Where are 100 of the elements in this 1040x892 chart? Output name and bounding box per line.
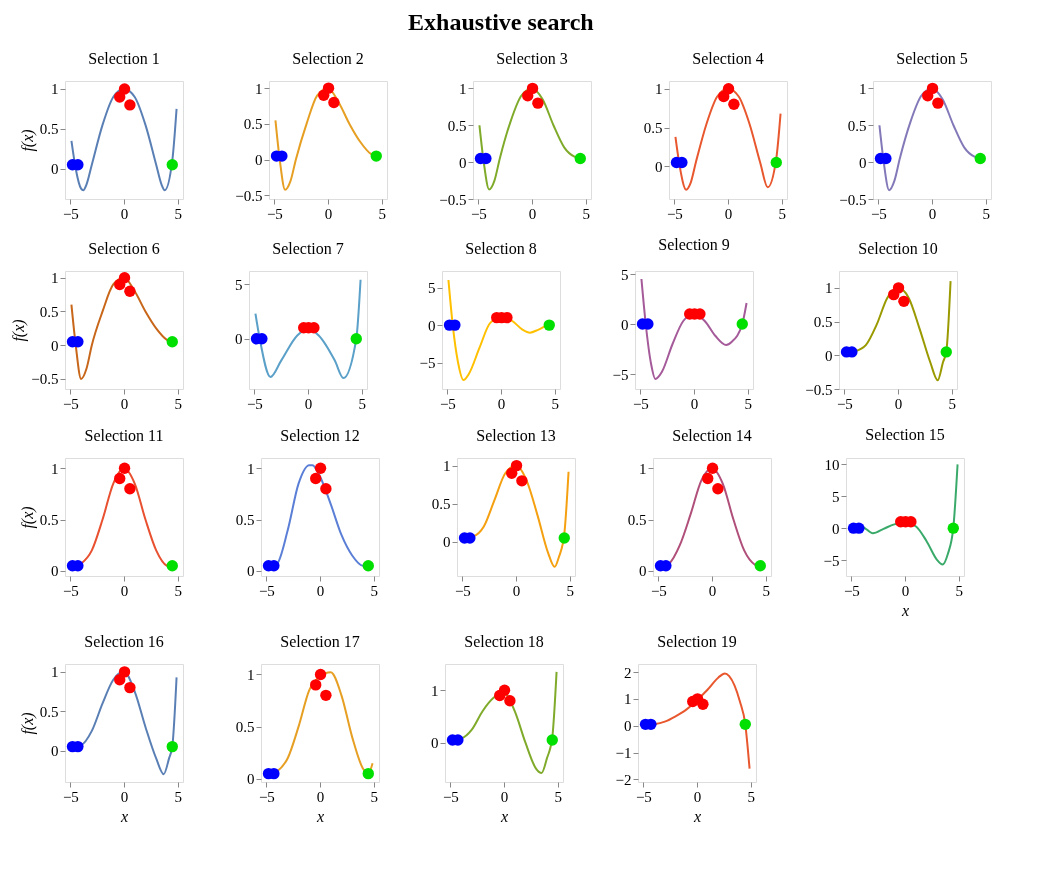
x-tick-label: 5 (554, 788, 562, 805)
chart-title: Selection 11 (84, 427, 164, 444)
point (532, 97, 544, 109)
y-tick-label: 0 (51, 337, 59, 354)
y-tick-label: 1 (51, 664, 59, 681)
y-tick-label: 5 (428, 280, 436, 297)
chart-title: Selection 12 (280, 427, 360, 444)
y-axis-title: f(x) (18, 712, 37, 735)
point (754, 560, 766, 572)
y-tick-label: 0.5 (39, 303, 59, 320)
y-tick-label: 1 (247, 460, 255, 477)
y-tick-label: 1 (859, 80, 867, 97)
y-tick-label: 1 (431, 682, 439, 699)
y-tick-label: 0.5 (243, 116, 263, 133)
x-tick-label: 5 (744, 395, 752, 412)
chart-title: Selection 18 (464, 633, 544, 650)
chart-title: Selection 4 (692, 50, 764, 67)
point (362, 767, 374, 780)
x-axis-title: x (692, 807, 702, 825)
x-tick-label: 5 (358, 395, 366, 412)
y-tick-label: 0.5 (627, 512, 647, 529)
point (166, 740, 178, 753)
chart-title: Selection 5 (896, 50, 968, 67)
x-tick-label: −5 (62, 788, 79, 805)
y-tick-label: 0.5 (431, 496, 451, 513)
x-axis-title: x (315, 807, 325, 825)
point (504, 695, 516, 707)
x-tick-label: 0 (500, 788, 509, 805)
x-tick-label: 0 (528, 205, 537, 222)
x-tick-label: 5 (566, 582, 574, 599)
y-tick-label: 0 (859, 154, 867, 171)
point (739, 718, 751, 731)
point (362, 560, 374, 572)
y-tick-label: −5 (419, 355, 436, 372)
x-tick-label: 5 (174, 205, 182, 222)
x-tick-label: −5 (62, 395, 79, 412)
y-tick-label: −1 (615, 745, 632, 761)
point (574, 152, 586, 165)
x-tick-label: 5 (778, 205, 786, 222)
x-tick-label: −5 (870, 205, 887, 222)
point (516, 475, 528, 487)
x-tick-label: 5 (582, 205, 590, 222)
y-tick-label: −0.5 (439, 191, 467, 208)
y-tick-label: 0.5 (847, 117, 867, 134)
point (526, 82, 539, 95)
x-axis-title: x (499, 807, 509, 825)
chart-title: Selection 8 (465, 240, 537, 257)
x-tick-label: 0 (928, 205, 937, 222)
point (728, 98, 740, 110)
chart-title: Selection 15 (865, 426, 945, 444)
y-tick-label: −2 (615, 771, 632, 788)
x-tick-label: 0 (497, 395, 506, 412)
x-tick-label: 0 (316, 582, 325, 599)
y-tick-label: −5 (612, 366, 629, 383)
point (118, 272, 131, 284)
chart-title: Selection 3 (496, 50, 568, 67)
y-tick-label: 1 (255, 80, 263, 97)
y-tick-label: 0 (51, 563, 59, 580)
x-tick-label: 0 (894, 395, 903, 412)
chart-title: Selection 7 (272, 240, 344, 257)
x-tick-label: 0 (690, 395, 699, 412)
point (940, 346, 952, 358)
point (118, 83, 131, 95)
x-axis-title: x (119, 807, 129, 825)
chart-title: Selection 14 (672, 427, 752, 444)
point (510, 459, 523, 472)
y-tick-label: 1 (51, 460, 59, 477)
x-tick-label: 5 (762, 582, 770, 599)
chart-title: Selection 17 (280, 633, 360, 650)
point (712, 483, 724, 495)
x-tick-label: 0 (324, 205, 333, 222)
y-tick-label: 1 (247, 666, 255, 683)
chart-title: Selection 10 (858, 240, 938, 257)
x-tick-label: 0 (120, 205, 129, 222)
point (322, 82, 335, 94)
y-tick-label: 0.5 (39, 121, 59, 138)
point (702, 472, 714, 485)
point (118, 666, 131, 678)
point (706, 462, 719, 474)
point (926, 82, 939, 95)
y-tick-label: 0 (235, 331, 243, 348)
y-tick-label: 0 (51, 161, 59, 178)
point (320, 689, 332, 702)
y-tick-label: 0.5 (447, 117, 467, 134)
x-tick-label: 5 (747, 788, 755, 805)
x-tick-label: 0 (120, 395, 129, 412)
y-axis-title: f(x) (18, 129, 37, 152)
x-tick-label: 5 (370, 788, 378, 805)
x-tick-label: 5 (955, 582, 963, 599)
point (124, 681, 136, 694)
x-tick-label: 0 (693, 788, 702, 805)
point (166, 159, 178, 171)
point (320, 483, 332, 495)
y-tick-label: 0.5 (39, 703, 59, 720)
chart-title: Selection 19 (657, 633, 737, 650)
y-axis-title: f(x) (10, 319, 29, 342)
y-tick-label: 0 (428, 317, 436, 334)
x-tick-label: 5 (948, 395, 956, 412)
point (558, 532, 570, 544)
chart-title: Selection 13 (476, 427, 556, 444)
